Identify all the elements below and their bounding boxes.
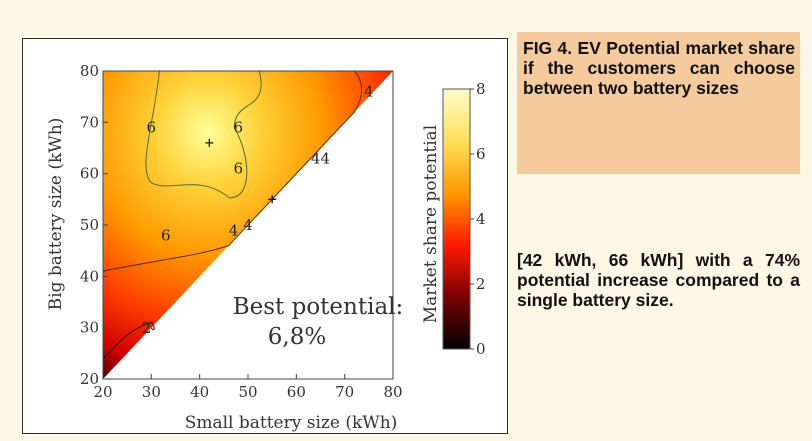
x-tick-label: 60	[287, 383, 306, 401]
contour-label: 4	[311, 149, 321, 167]
axes: 20 30 40 50 60 70 80 20 30 40 50 60 70 80	[80, 62, 403, 401]
y-tick-label: 60	[80, 165, 99, 183]
x-tick-label: 80	[383, 383, 402, 401]
contour-label: 4	[364, 83, 374, 101]
y-tick-label: 80	[80, 62, 99, 80]
colorbar-tick-label: 2	[476, 275, 486, 293]
x-tick-label: 30	[142, 383, 161, 401]
y-tick-label: 50	[80, 216, 99, 234]
annotation-line2: 6,8%	[268, 324, 326, 350]
contour-label: 6	[234, 119, 244, 137]
colorbar-tick-label: 6	[476, 145, 486, 163]
colorbar-ticks: 0 2 4 6 8	[470, 80, 486, 358]
x-tick-label: 40	[190, 383, 209, 401]
x-tick-label: 50	[238, 383, 257, 401]
best-point-marker	[205, 138, 214, 147]
annotation-line1: Best potential:	[233, 294, 404, 320]
x-tick-label: 70	[335, 383, 354, 401]
x-tick-label: 20	[93, 383, 112, 401]
contour-label: 4	[243, 216, 253, 234]
y-tick-label: 30	[80, 319, 99, 337]
colorbar-label: Market share potential	[421, 125, 441, 323]
colorbar	[442, 88, 471, 350]
contour-line-2	[102, 321, 155, 359]
colorbar-tick-label: 4	[476, 210, 486, 228]
contour-label: 4	[229, 221, 239, 239]
caption-highlight	[517, 32, 800, 174]
y-axis-label: Big battery size (kWh)	[46, 118, 66, 311]
colorbar-tick-label: 8	[476, 80, 486, 98]
y-tick-label: 20	[80, 370, 99, 388]
y-tick-label: 70	[80, 113, 99, 131]
contour-label: 6	[147, 119, 157, 137]
contour-label: 4	[321, 149, 331, 167]
result-note: [42 kWh, 66 kWh] with a 74% potential in…	[517, 250, 800, 310]
secondary-point-marker	[268, 195, 277, 204]
x-axis-label: Small battery size (kWh)	[185, 413, 398, 433]
colorbar-tick-label: 0	[476, 340, 486, 358]
figure-caption: FIG 4. EV Potential market share if the …	[523, 38, 795, 98]
y-tick-label: 40	[80, 267, 99, 285]
contour-line-4	[102, 70, 363, 272]
contour-line-6	[145, 70, 262, 199]
contour-label: 6	[161, 226, 171, 244]
contour-label: 6	[234, 160, 244, 178]
contour-label: 2	[142, 319, 152, 337]
